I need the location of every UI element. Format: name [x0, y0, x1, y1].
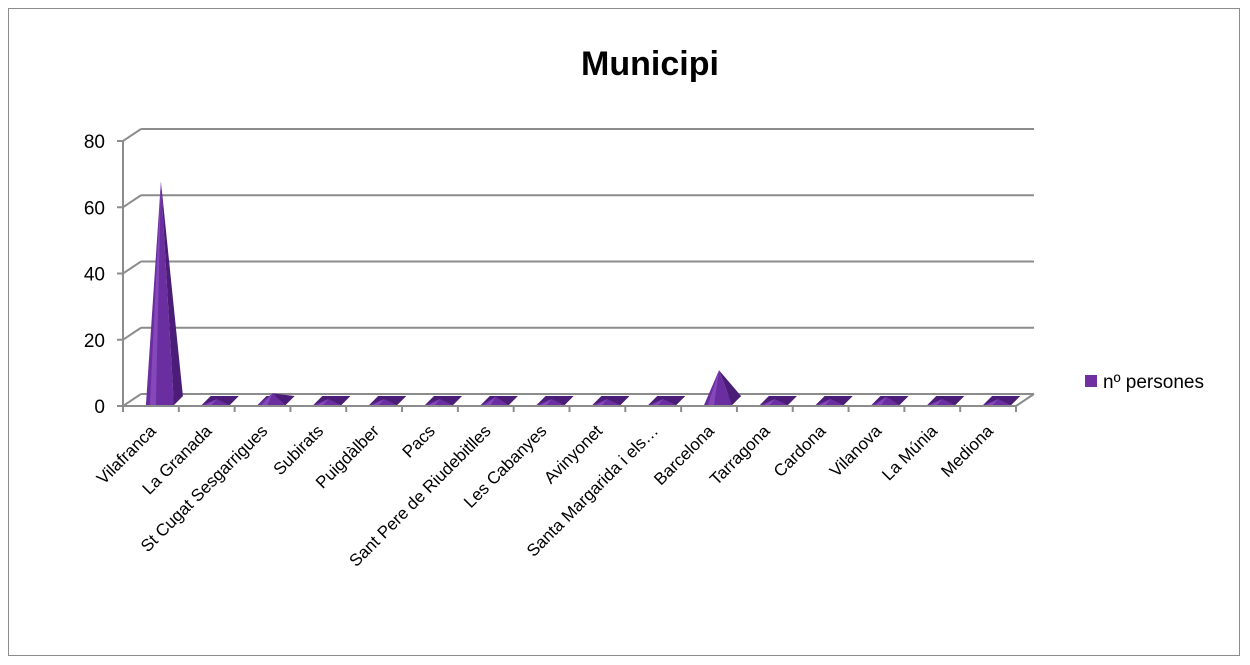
gridlines	[122, 128, 1034, 407]
bars	[145, 181, 1021, 405]
y-tick-label: 60	[84, 198, 105, 219]
y-tick-label: 20	[84, 331, 105, 352]
bar	[704, 370, 742, 405]
bar	[536, 396, 574, 405]
bar	[201, 396, 239, 405]
bar	[480, 396, 518, 405]
gridline-depth	[122, 326, 142, 341]
chart-title: Municipi	[581, 45, 719, 83]
gridline-depth	[122, 128, 142, 142]
x-tick-label: La Múnia	[878, 421, 941, 484]
x-tick-label: Subirats	[270, 421, 328, 479]
bar	[424, 396, 462, 405]
legend-swatch	[1085, 375, 1097, 387]
chart-area: Municipi 0 20 40 60 80 Vilafranca La Granada S…	[8, 8, 1240, 656]
gridline-depth	[122, 393, 142, 407]
x-tick-label: Vilanova	[826, 421, 886, 481]
y-tick-label: 40	[84, 265, 105, 286]
gridline-depth	[122, 260, 142, 275]
bar	[592, 396, 630, 405]
bar	[257, 393, 295, 405]
bar	[983, 396, 1021, 405]
legend-label: nº persones	[1103, 372, 1204, 393]
x-axis	[122, 393, 1035, 412]
bar	[871, 396, 909, 405]
bar	[313, 396, 351, 405]
bar	[759, 396, 797, 405]
x-tick-label: Mediona	[937, 421, 997, 481]
y-tick-label: 80	[84, 132, 105, 153]
bar	[815, 396, 853, 405]
x-tick-label: Tarragona	[706, 421, 774, 489]
bar	[648, 396, 686, 405]
bar	[927, 396, 965, 405]
y-tick-label: 0	[94, 397, 105, 418]
y-axis: 0 20 40 60 80	[84, 132, 124, 418]
gridline-depth	[122, 194, 142, 209]
bar	[145, 181, 183, 405]
legend: nº persones	[1085, 372, 1204, 393]
bar	[369, 396, 407, 405]
x-tick-label: Pacs	[399, 421, 439, 461]
x-tick-label: Cardona	[770, 421, 830, 481]
x-axis-depth-line	[1015, 393, 1035, 407]
